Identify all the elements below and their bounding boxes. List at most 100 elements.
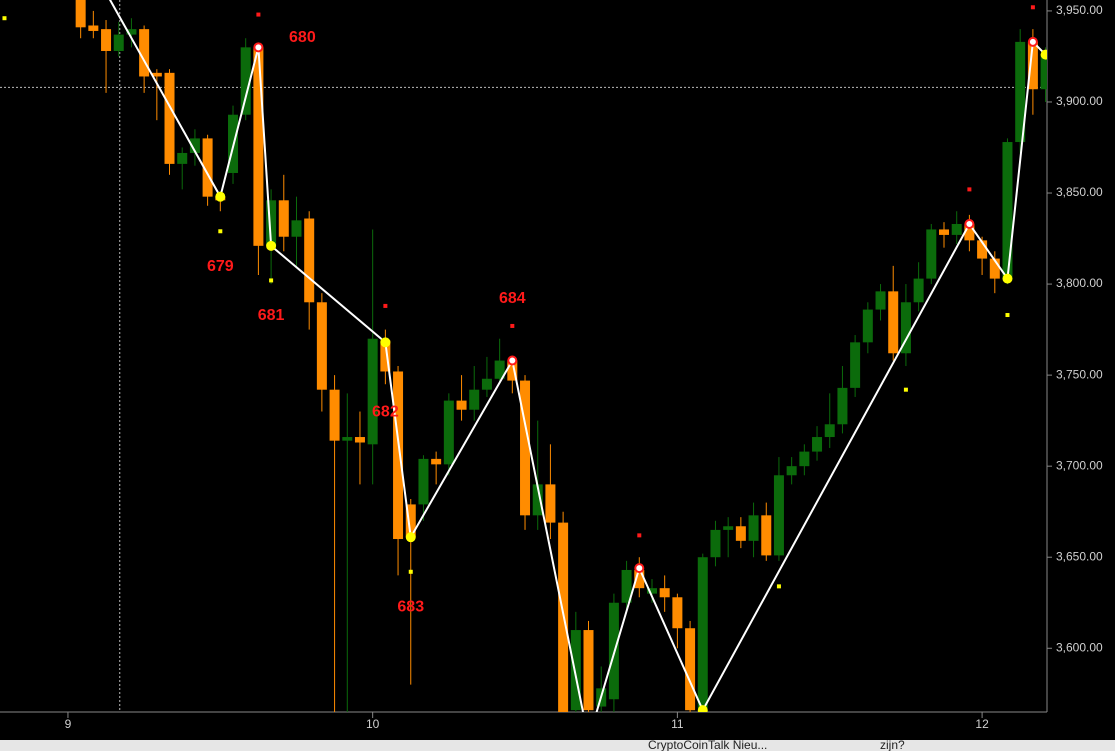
high-marker xyxy=(967,187,972,192)
candle-body xyxy=(342,437,353,441)
candle-body xyxy=(520,380,531,516)
low-marker xyxy=(903,387,908,392)
candle-body xyxy=(329,389,340,441)
candle-body xyxy=(431,458,442,465)
high-marker xyxy=(637,533,642,538)
candle-body xyxy=(367,338,378,445)
candle-body xyxy=(278,200,289,237)
candle-body xyxy=(481,378,492,390)
candle-body xyxy=(164,72,175,164)
low-marker xyxy=(408,569,413,574)
x-tick-label: 10 xyxy=(366,717,380,731)
candle-body xyxy=(443,400,454,465)
y-tick-label: 3,800.00 xyxy=(1056,276,1103,290)
candle-body xyxy=(304,218,315,303)
pivot-label: 679 xyxy=(207,258,234,275)
y-tick-label: 3,700.00 xyxy=(1056,458,1103,472)
zigzag-line xyxy=(108,0,1047,712)
candle-body xyxy=(812,437,823,452)
candle-body xyxy=(900,302,911,354)
pivot-label: 682 xyxy=(372,404,399,421)
candle-body xyxy=(761,515,772,556)
candle-body xyxy=(672,597,683,629)
pivot-point xyxy=(405,532,416,543)
candle-body xyxy=(799,451,810,467)
candle-body xyxy=(456,400,467,410)
candle-body xyxy=(1040,54,1047,90)
candle-body xyxy=(113,34,124,51)
low-marker xyxy=(776,584,781,589)
candle-body xyxy=(926,229,937,279)
candle-body xyxy=(964,223,975,241)
pivot-label: 681 xyxy=(258,307,285,324)
x-tick-label: 9 xyxy=(65,717,72,731)
candle-body xyxy=(824,424,835,438)
candle-body xyxy=(151,72,162,77)
candle-body xyxy=(405,504,416,538)
candle-body xyxy=(316,302,327,390)
candle-body xyxy=(139,29,150,77)
pivot-point xyxy=(215,191,226,202)
candle-body xyxy=(723,526,734,530)
pivot-point xyxy=(1027,36,1038,47)
candle-body xyxy=(786,466,797,476)
low-marker xyxy=(1005,313,1010,318)
high-marker xyxy=(510,323,515,328)
pivot-point xyxy=(697,705,708,712)
pivot-point xyxy=(634,563,645,574)
high-marker xyxy=(383,303,388,308)
y-tick-label: 3,600.00 xyxy=(1056,640,1103,654)
candle-body xyxy=(659,588,670,598)
candle-body xyxy=(291,220,302,237)
candle-body xyxy=(570,630,581,711)
candle-body xyxy=(418,458,429,505)
low-marker xyxy=(2,16,7,21)
candle-body xyxy=(1027,41,1038,90)
candle-body xyxy=(875,291,886,310)
candle-body xyxy=(735,526,746,541)
candle-body xyxy=(202,138,213,197)
high-marker xyxy=(256,12,261,17)
candle-body xyxy=(532,484,543,516)
candle-body xyxy=(583,630,594,711)
candle-body xyxy=(380,340,391,372)
candle-body xyxy=(1002,142,1013,279)
candle-body xyxy=(710,529,721,558)
candle-body xyxy=(126,29,137,35)
candle-body xyxy=(253,47,264,246)
candle-body xyxy=(773,475,784,556)
candle-body xyxy=(697,557,708,709)
candle-body xyxy=(951,223,962,235)
low-marker xyxy=(269,278,274,283)
y-tick-label: 3,850.00 xyxy=(1056,185,1103,199)
candle-body xyxy=(977,240,988,259)
candle-body xyxy=(913,278,924,303)
candle-body xyxy=(850,342,861,388)
pivot-point xyxy=(253,42,264,53)
taskbar-item[interactable]: zijn? xyxy=(880,740,905,751)
pivot-label: 680 xyxy=(289,29,316,46)
x-tick-label: 11 xyxy=(671,717,684,731)
candle-body xyxy=(685,628,696,711)
candle-body xyxy=(748,515,759,541)
candle-body xyxy=(88,25,99,31)
candle-body xyxy=(75,0,86,28)
y-tick-label: 3,950.00 xyxy=(1056,3,1103,17)
y-tick-label: 3,650.00 xyxy=(1056,549,1103,563)
taskbar-item[interactable]: CryptoCoinTalk Nieu... xyxy=(648,740,768,751)
candle-body xyxy=(634,569,645,589)
candle-body xyxy=(888,291,899,354)
high-marker xyxy=(1030,5,1035,10)
pivot-label: 683 xyxy=(397,598,424,615)
candle-body xyxy=(354,437,365,443)
candle-body xyxy=(989,258,1000,279)
candle-body xyxy=(862,309,873,343)
pivot-label: 684 xyxy=(499,290,526,307)
pivot-point xyxy=(964,218,975,229)
y-tick-label: 3,900.00 xyxy=(1056,94,1103,108)
candle-body xyxy=(621,569,632,603)
plot-area: 679 680 681 682 683 684 xyxy=(0,0,1047,712)
